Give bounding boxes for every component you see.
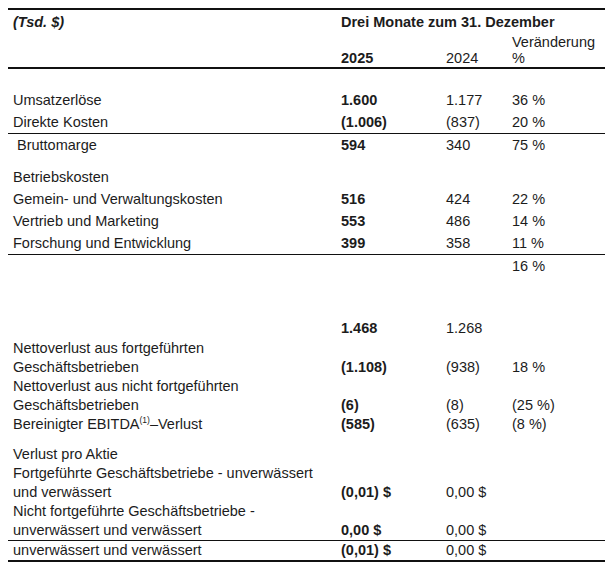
table-row-nettoverlust-nicht-fortgefuehrt: Nettoverlust aus nicht fortgeführten Ges… [8, 377, 605, 415]
table-header-row-1: (Tsd. $) Drei Monate zum 31. Dezember [8, 9, 605, 34]
row-label: Nettoverlust aus nicht fortgeführten Ges… [8, 377, 341, 415]
row-label: Nettoverlust aus fortgeführten Geschäfts… [8, 339, 341, 377]
value-2025: 399 [341, 232, 446, 255]
value-2024: (635) [446, 415, 512, 434]
value-2025: 553 [341, 210, 446, 232]
spacer-row [8, 156, 605, 166]
financial-table: (Tsd. $) Drei Monate zum 31. Dezember Ve… [8, 8, 605, 562]
value-2024: (938) [446, 339, 512, 377]
spacer-row [8, 434, 605, 445]
value-2025: 1.468 [341, 317, 446, 339]
row-label: Nicht fortgeführte Geschäftsbetriebe - u… [8, 502, 341, 541]
value-change: 36 % [512, 89, 605, 111]
table-row-bruttomarge: Bruttomarge 594 340 75 % [8, 134, 605, 157]
value-2025 [341, 166, 446, 188]
table-row-vertrieb-marketing: Vertrieb und Marketing 553 486 14 % [8, 210, 605, 232]
row-label: Betriebskosten [8, 166, 341, 188]
row-label: Bruttomarge [8, 134, 341, 157]
value-2025: (585) [341, 415, 446, 434]
value-change [512, 464, 605, 502]
row-label [8, 255, 341, 278]
value-2024: 424 [446, 188, 512, 210]
row-label: Gemein- und Verwaltungskosten [8, 188, 341, 210]
spacer-row [8, 68, 605, 89]
table-row-betriebskosten: Betriebskosten [8, 166, 605, 188]
table-row-umsatzerloese: Umsatzerlöse 1.600 1.177 36 % [8, 89, 605, 111]
table-row-verlust-pro-aktie: Verlust pro Aktie [8, 445, 605, 464]
table-row-verwaltungskosten: Gemein- und Verwaltungskosten 516 424 22… [8, 188, 605, 210]
value-change [512, 502, 605, 541]
unit-label: (Tsd. $) [8, 9, 341, 34]
table-row-nettoverlust-fortgefuehrt: Nettoverlust aus fortgeführten Geschäfts… [8, 339, 605, 377]
value-change: 22 % [512, 188, 605, 210]
value-2025: (6) [341, 377, 446, 415]
table-row-eps-gesamt: unverwässert und verwässert (0,01) $ 0,0… [8, 541, 605, 562]
value-2024 [446, 166, 512, 188]
percent-header: % [512, 50, 605, 68]
value-2025: (1.108) [341, 339, 446, 377]
value-2025: (0,01) $ [341, 464, 446, 502]
value-change: 11 % [512, 232, 605, 255]
table-row-eps-fortgefuehrt: Fortgeführte Geschäftsbetriebe - unverwä… [8, 464, 605, 502]
row-label: Fortgeführte Geschäftsbetriebe - unverwä… [8, 464, 341, 502]
value-2024: 1.268 [446, 317, 512, 339]
value-2025: 516 [341, 188, 446, 210]
value-2024: (837) [446, 111, 512, 134]
row-label: Direkte Kosten [8, 111, 341, 134]
value-change [512, 541, 605, 562]
value-change: 20 % [512, 111, 605, 134]
value-change [512, 445, 605, 464]
table-row-eps-nicht-fortgefuehrt: Nicht fortgeführte Geschäftsbetriebe - u… [8, 502, 605, 541]
value-2024: 0,00 $ [446, 464, 512, 502]
value-2024: 340 [446, 134, 512, 157]
value-2025 [341, 255, 446, 278]
value-change: 75 % [512, 134, 605, 157]
value-2024: (8) [446, 377, 512, 415]
row-label: Verlust pro Aktie [8, 445, 341, 464]
financial-statement-page: (Tsd. $) Drei Monate zum 31. Dezember Ve… [0, 0, 613, 574]
value-2024: 486 [446, 210, 512, 232]
value-2024 [446, 445, 512, 464]
table-row-total-betriebskosten: 1.468 1.268 [8, 317, 605, 339]
value-change [512, 317, 605, 339]
table-header-row-2: Veränderung [8, 34, 605, 50]
value-2025: 594 [341, 134, 446, 157]
spacer-row [8, 277, 605, 317]
value-change: 14 % [512, 210, 605, 232]
change-header: Veränderung [512, 34, 605, 50]
table-row-direkte-kosten: Direkte Kosten (1.006) (837) 20 % [8, 111, 605, 134]
row-label: Forschung und Entwicklung [8, 232, 341, 255]
row-label: Umsatzerlöse [8, 89, 341, 111]
value-2024: 358 [446, 232, 512, 255]
year-column-2025: 2025 [341, 50, 446, 68]
value-2024 [446, 255, 512, 278]
value-change: 18 % [512, 339, 605, 377]
value-2025: 0,00 $ [341, 502, 446, 541]
row-label: Bereinigter EBITDA(1)–Verlust [8, 415, 341, 434]
value-change: 16 % [512, 255, 605, 278]
value-2025: 1.600 [341, 89, 446, 111]
row-label: Vertrieb und Marketing [8, 210, 341, 232]
value-2025: (1.006) [341, 111, 446, 134]
value-2024: 1.177 [446, 89, 512, 111]
year-column-2024: 2024 [446, 50, 512, 68]
period-header: Drei Monate zum 31. Dezember [341, 9, 605, 34]
value-change: (25 %) [512, 377, 605, 415]
table-row-total-change: 16 % [8, 255, 605, 278]
value-change [512, 166, 605, 188]
table-header-row-3: 2025 2024 % [8, 50, 605, 68]
value-2024: 0,00 $ [446, 541, 512, 562]
value-2024: 0,00 $ [446, 502, 512, 541]
table-row-bereinigter-ebitda-verlust: Bereinigter EBITDA(1)–Verlust (585) (635… [8, 415, 605, 434]
footnote-marker: (1) [140, 415, 150, 425]
value-change: (8 %) [512, 415, 605, 434]
row-label: unverwässert und verwässert [8, 541, 341, 562]
value-2025: (0,01) $ [341, 541, 446, 562]
value-2025 [341, 445, 446, 464]
row-label [8, 317, 341, 339]
table-row-forschung-entwicklung: Forschung und Entwicklung 399 358 11 % [8, 232, 605, 255]
